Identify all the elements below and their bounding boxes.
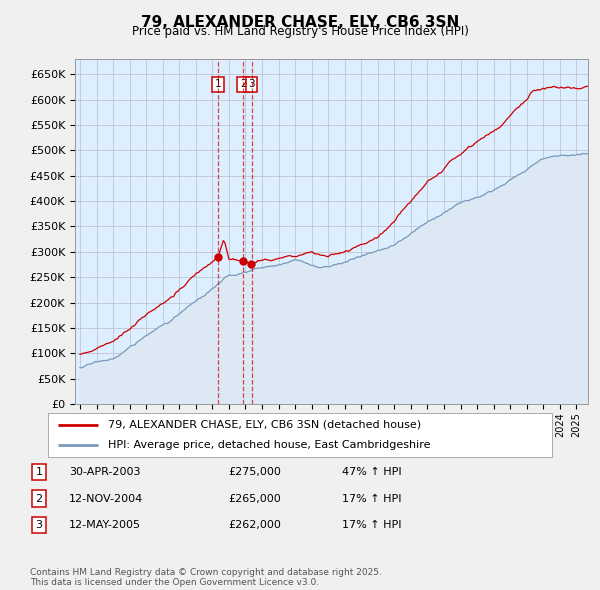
Text: £275,000: £275,000 [228, 467, 281, 477]
Text: HPI: Average price, detached house, East Cambridgeshire: HPI: Average price, detached house, East… [109, 440, 431, 450]
Text: Contains HM Land Registry data © Crown copyright and database right 2025.
This d: Contains HM Land Registry data © Crown c… [30, 568, 382, 587]
Text: 17% ↑ HPI: 17% ↑ HPI [342, 520, 401, 530]
Text: 2: 2 [240, 80, 247, 89]
Text: 30-APR-2003: 30-APR-2003 [69, 467, 140, 477]
Text: 1: 1 [215, 80, 221, 89]
Text: 17% ↑ HPI: 17% ↑ HPI [342, 494, 401, 503]
Text: £265,000: £265,000 [228, 494, 281, 503]
Text: Price paid vs. HM Land Registry's House Price Index (HPI): Price paid vs. HM Land Registry's House … [131, 25, 469, 38]
Text: 3: 3 [248, 80, 255, 89]
Text: 79, ALEXANDER CHASE, ELY, CB6 3SN: 79, ALEXANDER CHASE, ELY, CB6 3SN [141, 15, 459, 30]
Text: 12-NOV-2004: 12-NOV-2004 [69, 494, 143, 503]
Text: 2: 2 [35, 494, 43, 503]
Text: £262,000: £262,000 [228, 520, 281, 530]
Text: 79, ALEXANDER CHASE, ELY, CB6 3SN (detached house): 79, ALEXANDER CHASE, ELY, CB6 3SN (detac… [109, 420, 422, 430]
Text: 1: 1 [35, 467, 43, 477]
Text: 3: 3 [35, 520, 43, 530]
Text: 47% ↑ HPI: 47% ↑ HPI [342, 467, 401, 477]
Text: 12-MAY-2005: 12-MAY-2005 [69, 520, 141, 530]
